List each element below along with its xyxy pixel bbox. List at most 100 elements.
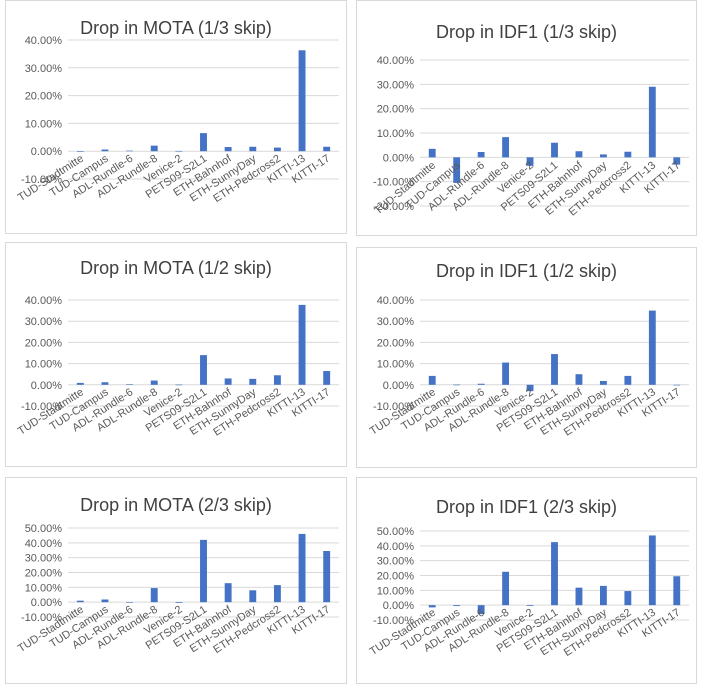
y-tick-label: 40.00% [377,55,415,67]
y-tick-label: 0.00% [383,380,414,392]
bar [477,605,485,615]
y-tick-label: 10.00% [25,582,63,594]
bar [76,151,84,152]
bar [273,147,281,152]
bar [150,145,158,152]
chart-panel-idf1-half: Drop in IDF1 (1/2 skip) -10.00% 0.00% 10.0… [356,247,697,468]
y-tick-label: 0.00% [31,380,62,392]
bar [575,151,583,158]
y-tick-label: 10.00% [25,118,63,130]
y-tick-label: 20.00% [25,91,63,103]
chart-plot: -10.00% 0.00% 10.00% 20.00% 30.00% 40.00% 50.0… [16,523,339,656]
bar [599,585,607,606]
bar [76,382,84,385]
chart-panel-mota-twothirds: Drop in MOTA (2/3 skip) -10.00% 0.00% 10.0… [5,477,347,684]
chart-plot: -20.00% -10.00% 0.00% 10.00% 20.00% 30.00% 40.… [372,55,689,219]
y-tick-label: 40.00% [25,295,63,307]
y-tick-label: 10.00% [377,359,415,371]
bar [453,605,461,607]
bar [101,599,109,603]
y-tick-label: 40.00% [25,538,63,550]
bar [624,375,632,385]
bar [502,137,510,158]
chart-title: Drop in MOTA (2/3 skip) [80,495,272,515]
bar [502,571,510,606]
bar [624,151,632,158]
bar [175,384,183,386]
bar [648,310,656,385]
chart-panel-idf1-third: Drop in IDF1 (1/3 skip) -20.00% -10.00% 0.… [356,0,697,236]
bar [200,539,207,603]
y-tick-label: 20.00% [377,337,415,349]
y-tick-label: 10.00% [25,359,63,371]
bar [673,576,681,606]
chart-title: Drop in MOTA (1/3 skip) [80,18,272,38]
bar [477,151,485,158]
y-tick-label: 50.00% [377,526,415,538]
bar [551,354,558,385]
bar [648,86,656,158]
bar [249,378,257,385]
y-tick-label: -10.00% [21,612,62,624]
y-tick-label: 30.00% [25,63,63,75]
bar [249,590,257,603]
bar [150,588,158,603]
bar [673,157,681,165]
bar [599,154,607,158]
chart-plot: -10.00%0.00%10.00%20.00%30.00%40.00%TUD-… [16,35,339,205]
bar [298,50,306,152]
chart-title: Drop in MOTA (1/2 skip) [80,258,272,278]
bar [526,157,534,166]
bar [453,384,461,386]
bar [648,535,656,606]
y-tick-label: 40.00% [377,541,415,553]
bar [224,147,232,152]
bar [428,375,436,385]
chart-plot: -10.00%0.00%10.00%20.00%30.00%40.00%TUD-… [368,295,689,439]
bar [126,602,134,603]
bar [551,142,558,158]
bar [150,380,158,385]
bar [453,157,461,183]
bar [673,384,681,386]
bar [101,149,109,152]
bar [624,591,632,606]
y-tick-label: 0.00% [31,597,62,609]
chart-title: Drop in IDF1 (1/2 skip) [435,261,618,281]
bar [428,605,436,608]
bar [526,384,534,392]
y-tick-label: 0.00% [383,600,414,612]
y-tick-label: 30.00% [377,316,415,328]
bar [323,371,331,385]
bar [298,304,306,385]
y-tick-label: -10.00% [21,401,62,413]
y-tick-label: -10.00% [373,615,414,627]
bar [575,374,583,385]
y-tick-label: 40.00% [377,295,415,307]
y-tick-label: 20.00% [377,571,415,583]
bar [273,375,281,385]
bar [575,587,583,606]
y-tick-label: 20.00% [377,104,415,116]
bar [249,146,257,152]
chart-plot: -10.00% 0.00% 10.00% 20.00% 30.00% 40.00% 50.0… [368,526,689,659]
chart-plot: -10.00%0.00%10.00%20.00%30.00%40.00%TUD-… [16,295,339,439]
y-tick-label: 50.00% [25,523,63,535]
y-tick-label: 40.00% [25,35,63,47]
bar [323,550,331,603]
bar [526,605,534,606]
y-tick-label: 30.00% [377,556,415,568]
bar [502,362,510,385]
y-tick-label: -10.00% [373,177,414,189]
bar [599,380,607,385]
bar [224,583,232,603]
y-tick-label: 30.00% [25,553,63,565]
bar [175,602,183,603]
bar [551,542,558,606]
bar [76,600,84,603]
y-tick-label: 0.00% [31,146,62,158]
chart-title: Drop in IDF1 (2/3 skip) [435,497,618,517]
y-tick-label: -10.00% [21,174,62,186]
chart-title: Drop in IDF1 (1/3 skip) [435,22,618,42]
bar [298,533,306,603]
